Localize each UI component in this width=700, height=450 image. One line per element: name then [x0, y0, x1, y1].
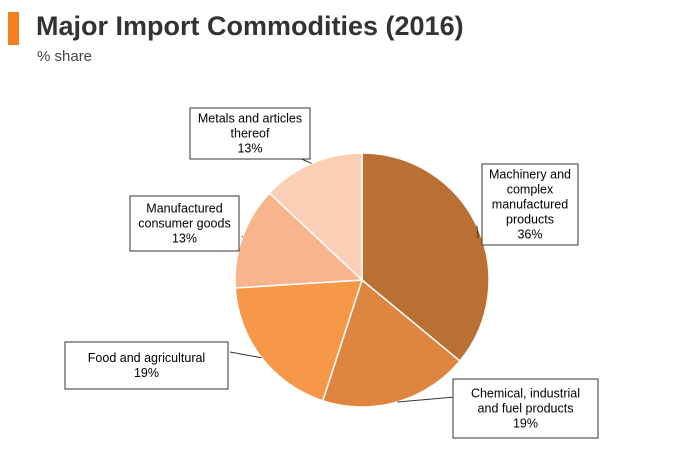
data-label-box [129, 195, 240, 252]
data-label-value: 19% [134, 366, 159, 380]
data-label-value: 19% [513, 417, 538, 431]
data-label-name: products [506, 213, 554, 227]
data-label-value: 13% [237, 142, 262, 156]
data-label-name: manufactured [492, 198, 568, 212]
data-label-box [481, 163, 579, 246]
pie-slice-metals-and-articles-thereof [268, 152, 363, 282]
data-label-name: Food and agricultural [88, 351, 205, 365]
leader-line-food-and-agricultural [229, 351, 262, 359]
leader-line-chemical-industrial-and-fuel-products [397, 396, 456, 403]
leader-line-machinery-and-complex-manufactured-products [476, 225, 479, 239]
data-label-box [64, 341, 229, 390]
data-label-name: Metals and articles [198, 112, 302, 126]
chart-title: Major Import Commodities (2016) [36, 11, 464, 41]
pie-slice-manufactured-consumer-goods [234, 192, 364, 289]
data-label-name: thereof [231, 127, 270, 141]
data-label-value: 36% [517, 228, 542, 242]
data-label-name: and fuel products [478, 402, 574, 416]
data-label-name: Machinery and [489, 168, 571, 182]
data-label-name: Manufactured [146, 202, 222, 216]
data-label-name: complex [507, 183, 554, 197]
data-label-box [189, 107, 311, 160]
data-label-name: Chemical, industrial [471, 387, 580, 401]
leader-line-manufactured-consumer-goods [241, 235, 243, 238]
data-label-value: 13% [172, 232, 197, 246]
pie-slice-food-and-agricultural [234, 279, 364, 402]
title-accent-bar [8, 12, 19, 45]
pie-slice-chemical-industrial-and-fuel-products [321, 278, 461, 408]
data-label-machinery-and-complex-manufactured-products: Machinery andcomplexmanufacturedproducts… [481, 163, 579, 246]
data-label-name: consumer goods [138, 217, 230, 231]
chart-subtitle: % share [37, 48, 93, 65]
data-label-box [452, 378, 599, 439]
